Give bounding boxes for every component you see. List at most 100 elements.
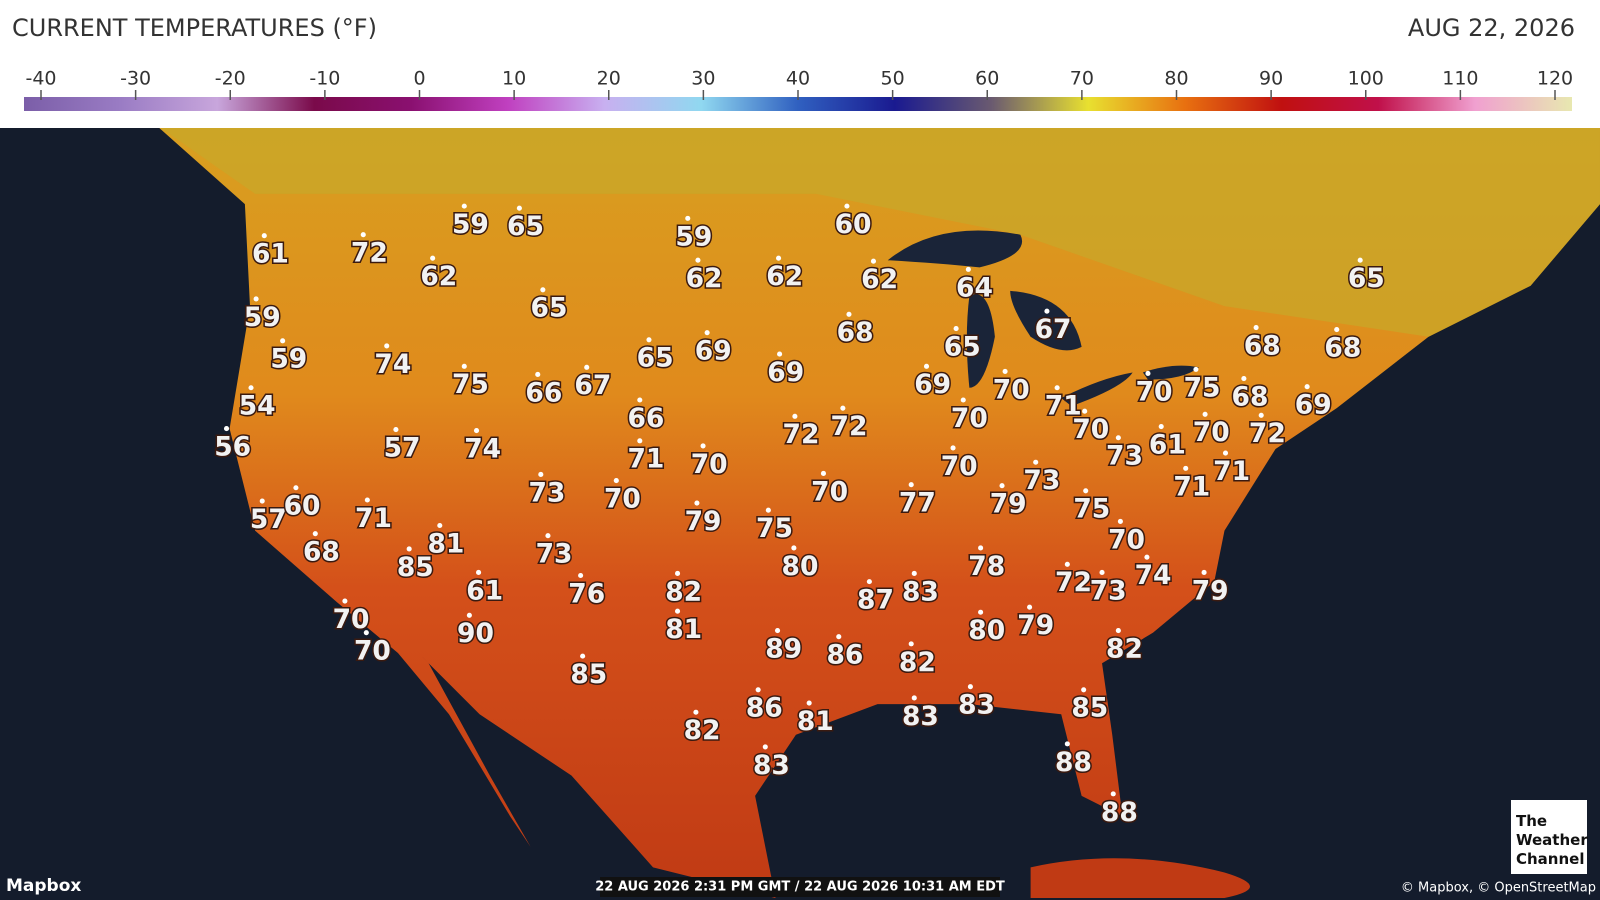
station-temp: 80 [968, 615, 1005, 646]
lake-erie [1061, 372, 1133, 407]
station-temp: 67 [574, 370, 611, 401]
station-temp: 83 [902, 701, 939, 732]
station-dot [1081, 687, 1087, 693]
station-dot [1253, 324, 1259, 331]
station-dot [1144, 554, 1150, 560]
station-temp: 71 [1213, 456, 1250, 487]
lake-michigan [966, 294, 995, 388]
station-temp: 76 [568, 578, 605, 609]
station-dot [364, 497, 370, 503]
station-temp: 87 [857, 585, 894, 616]
station-dot [637, 438, 643, 444]
station-dot [516, 205, 522, 211]
station-temp: 68 [1244, 330, 1281, 361]
brand: Mapbox [6, 876, 81, 896]
station-dot [223, 426, 230, 432]
station-dot [1158, 423, 1164, 430]
color-scale [24, 97, 1572, 111]
station-temp: 60 [284, 491, 321, 522]
station-dot [1304, 384, 1310, 390]
station-dot [694, 500, 700, 506]
station-temp: 70 [604, 483, 641, 514]
station-dot [967, 684, 973, 690]
station-dot [846, 311, 852, 317]
station-temp: 86 [746, 693, 783, 724]
station-dot [584, 364, 590, 370]
station-dot [704, 330, 710, 336]
station-dot [538, 471, 544, 478]
station-dot [674, 570, 681, 577]
station-dot [1099, 569, 1105, 575]
station-dot [911, 570, 917, 577]
map: 61 72 59 65 62 59 60 62 62 62 64 65 59 65 68 65 67 68 68 59… [0, 128, 1600, 900]
station-dot [461, 363, 467, 369]
station-temp: 60 [835, 209, 872, 240]
tick-label: 110 [1442, 68, 1478, 90]
station-dot [836, 634, 842, 640]
station-dot [1044, 308, 1050, 314]
station-dot [674, 608, 681, 614]
station-temp: 57 [384, 432, 421, 463]
station-dot [1357, 257, 1363, 263]
station-dot [1083, 488, 1089, 494]
land [159, 128, 1600, 898]
station-dot [792, 413, 798, 419]
station-dot [911, 695, 917, 701]
station-dot [908, 641, 914, 647]
station-temp: 71 [627, 444, 664, 475]
station-dot [950, 445, 956, 451]
station-temp: 70 [951, 403, 988, 434]
station-dot [908, 482, 914, 488]
station-temp: 75 [756, 513, 793, 544]
station-dot [791, 545, 797, 551]
station-temp: 85 [397, 552, 434, 583]
station-dot [1027, 604, 1033, 610]
station-temp: 56 [214, 431, 251, 462]
station-temp: 86 [826, 640, 863, 671]
station-temp: 68 [837, 317, 874, 348]
station-temp: 65 [531, 293, 568, 324]
station-temp: 81 [797, 706, 834, 737]
timestamp: 22 AUG 2026 2:31 PM GMT / 22 AUG 2026 10… [595, 880, 1005, 895]
station-dot [820, 470, 827, 477]
station-dot [1193, 366, 1199, 372]
station-dot [844, 203, 850, 209]
lake-superior [887, 230, 1023, 268]
station-temp: 70 [1072, 414, 1109, 445]
date: AUG 22, 2026 [1408, 14, 1575, 42]
station-dot [430, 255, 436, 261]
tick-label: 90 [1259, 68, 1283, 90]
station-dot [1145, 370, 1151, 377]
station-dot [1110, 791, 1116, 797]
station-dot [1258, 412, 1264, 418]
station-dot [978, 609, 984, 615]
station-temp: 59 [452, 209, 489, 240]
station-temp: 75 [1184, 372, 1221, 403]
station-dot [580, 653, 586, 659]
station-temp: 59 [244, 302, 281, 333]
station-dot [765, 507, 771, 513]
station-dot [342, 598, 348, 604]
station-dot [1064, 741, 1070, 747]
station-temp: 61 [1149, 429, 1186, 460]
station-dot [1202, 411, 1208, 417]
station-temp: 62 [686, 263, 723, 294]
attribution: © Mapbox, © OpenStreetMap [1401, 881, 1596, 896]
station-dot [1033, 459, 1039, 465]
station-temp: 85 [570, 659, 607, 690]
station-temp: 71 [355, 503, 392, 534]
title: CURRENT TEMPERATURES (°F) [12, 14, 377, 42]
station-temp: 69 [914, 369, 951, 400]
station-temp: 70 [993, 374, 1030, 405]
tick-label: 10 [502, 68, 526, 90]
station-temp: 70 [1108, 524, 1145, 555]
tick-label: -30 [120, 68, 151, 90]
station-temp: 70 [691, 449, 728, 480]
station-temp: 64 [956, 272, 993, 303]
station-temp: 61 [252, 239, 289, 270]
station-dot [1334, 327, 1340, 333]
station-temp: 65 [637, 343, 674, 374]
station-temp: 68 [303, 537, 340, 568]
logo-line: Weather [1516, 831, 1588, 849]
